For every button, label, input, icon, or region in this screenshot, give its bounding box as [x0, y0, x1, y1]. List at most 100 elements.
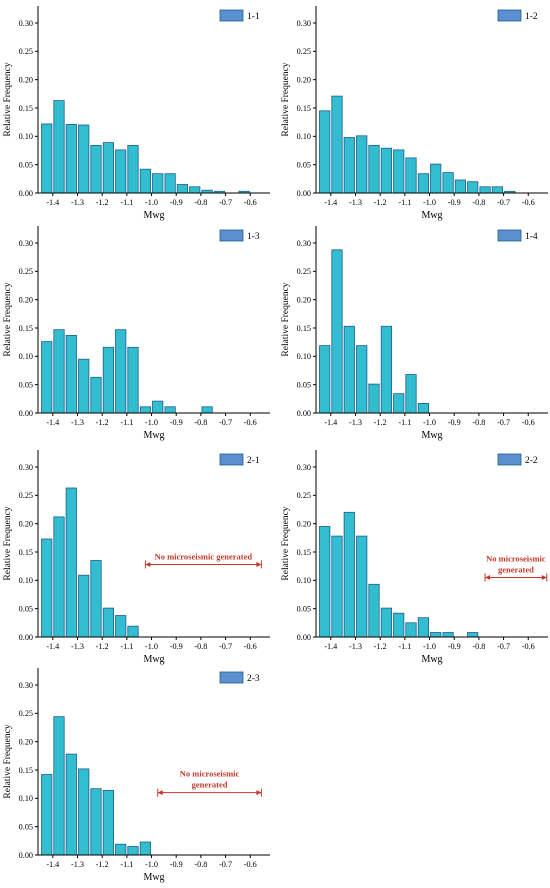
legend-swatch — [497, 229, 522, 242]
bar — [454, 179, 467, 194]
x-tick-label: -0.9 — [170, 198, 183, 207]
x-tick-label: -1.0 — [423, 198, 436, 207]
y-tick-label: 0.20 — [19, 295, 33, 304]
x-tick-label: -1.1 — [120, 860, 133, 869]
bar — [380, 607, 393, 638]
x-tick-label: -1.2 — [96, 418, 109, 427]
bar — [368, 144, 380, 194]
y-tick-label: 0.20 — [297, 295, 311, 304]
x-tick-label: -1.1 — [398, 642, 411, 651]
x-tick-label: -1.0 — [145, 418, 158, 427]
y-tick-label: 0.25 — [297, 267, 311, 276]
bar — [41, 774, 53, 856]
y-tick-label: 0.00 — [297, 633, 311, 642]
x-tick-label: -0.8 — [194, 642, 207, 651]
x-axis-label: Mwg — [421, 430, 442, 441]
bar — [380, 147, 393, 194]
y-tick-label: 0.30 — [297, 463, 311, 472]
bar — [102, 607, 114, 638]
bar — [393, 612, 405, 638]
bar — [405, 374, 417, 414]
x-tick-label: -0.6 — [244, 198, 257, 207]
bar — [65, 487, 77, 638]
x-tick-label: -1.1 — [120, 418, 133, 427]
y-tick-label: 0.10 — [19, 352, 33, 361]
bar — [90, 376, 102, 414]
x-tick-label: -1.2 — [374, 642, 387, 651]
annotation-text: generated — [192, 780, 228, 790]
bar — [90, 144, 102, 194]
bar — [102, 346, 114, 414]
x-tick-label: -0.8 — [194, 198, 207, 207]
bar — [41, 341, 53, 414]
x-tick-label: -1.4 — [46, 198, 59, 207]
y-tick-label: 0.05 — [19, 160, 33, 169]
bar — [102, 142, 114, 194]
y-tick-label: 0.25 — [297, 491, 311, 500]
bar — [139, 841, 151, 856]
legend-label: 1-3 — [247, 232, 260, 242]
x-tick-label: -1.0 — [423, 418, 436, 427]
bar — [115, 329, 127, 414]
x-tick-label: -0.6 — [522, 418, 535, 427]
x-axis-label: Mwg — [143, 654, 164, 665]
x-tick-label: -0.9 — [448, 198, 461, 207]
y-tick-label: 0.20 — [19, 75, 33, 84]
bar — [393, 149, 405, 194]
y-tick-label: 0.00 — [19, 189, 33, 198]
bar — [152, 173, 164, 194]
x-tick-label: -0.9 — [170, 860, 183, 869]
arrow-head-left — [485, 575, 491, 580]
x-tick-label: -0.7 — [497, 198, 510, 207]
bar — [201, 406, 213, 414]
x-tick-label: -1.3 — [349, 642, 362, 651]
bar — [430, 163, 442, 194]
y-tick-label: 0.05 — [19, 822, 33, 831]
x-tick-label: -0.8 — [472, 198, 485, 207]
y-tick-label: 0.10 — [297, 576, 311, 585]
y-tick-label: 0.00 — [297, 409, 311, 418]
x-tick-label: -0.8 — [472, 418, 485, 427]
x-tick-label: -1.3 — [349, 418, 362, 427]
bar — [417, 402, 430, 414]
x-tick-label: -0.7 — [497, 642, 510, 651]
bar — [491, 186, 504, 194]
y-tick-label: 0.05 — [297, 160, 311, 169]
bar — [417, 173, 430, 194]
panel-1-3: 0.00 0.05 0.10 0.15 0.20 0.25 0.30 -1.4 -1.3 -1.2… — [3, 226, 270, 441]
y-tick-label: 0.05 — [19, 604, 33, 613]
annotation-text: generated — [498, 565, 534, 575]
bar — [356, 535, 368, 638]
bar — [405, 157, 417, 194]
bar — [164, 406, 176, 414]
legend-swatch — [497, 453, 522, 466]
y-tick-label: 0.10 — [19, 132, 33, 141]
y-tick-label: 0.25 — [19, 709, 33, 718]
bar — [65, 334, 77, 414]
x-tick-label: -1.2 — [374, 198, 387, 207]
y-axis-label: Relative Frequency — [3, 506, 13, 580]
arrow-head-left — [145, 561, 151, 567]
bar — [467, 632, 479, 638]
x-tick-label: -0.6 — [522, 642, 535, 651]
bar — [343, 511, 355, 638]
legend-swatch — [219, 453, 244, 466]
bar — [127, 625, 139, 638]
y-tick-label: 0.30 — [19, 681, 33, 690]
bar — [442, 172, 454, 194]
bar — [164, 173, 176, 194]
x-axis-label: Mwg — [143, 430, 164, 441]
bar — [356, 345, 368, 414]
bar — [78, 574, 90, 638]
bar — [90, 788, 102, 856]
bar — [127, 144, 139, 194]
y-tick-label: 0.25 — [19, 491, 33, 500]
y-tick-label: 0.10 — [297, 352, 311, 361]
annotation-text: No microseismic generated — [155, 551, 253, 561]
y-tick-label: 0.05 — [297, 380, 311, 389]
annotation: No microseismic generated — [144, 551, 262, 569]
x-tick-label: -1.4 — [324, 642, 337, 651]
bar — [479, 186, 491, 194]
x-tick-label: -1.4 — [324, 418, 337, 427]
